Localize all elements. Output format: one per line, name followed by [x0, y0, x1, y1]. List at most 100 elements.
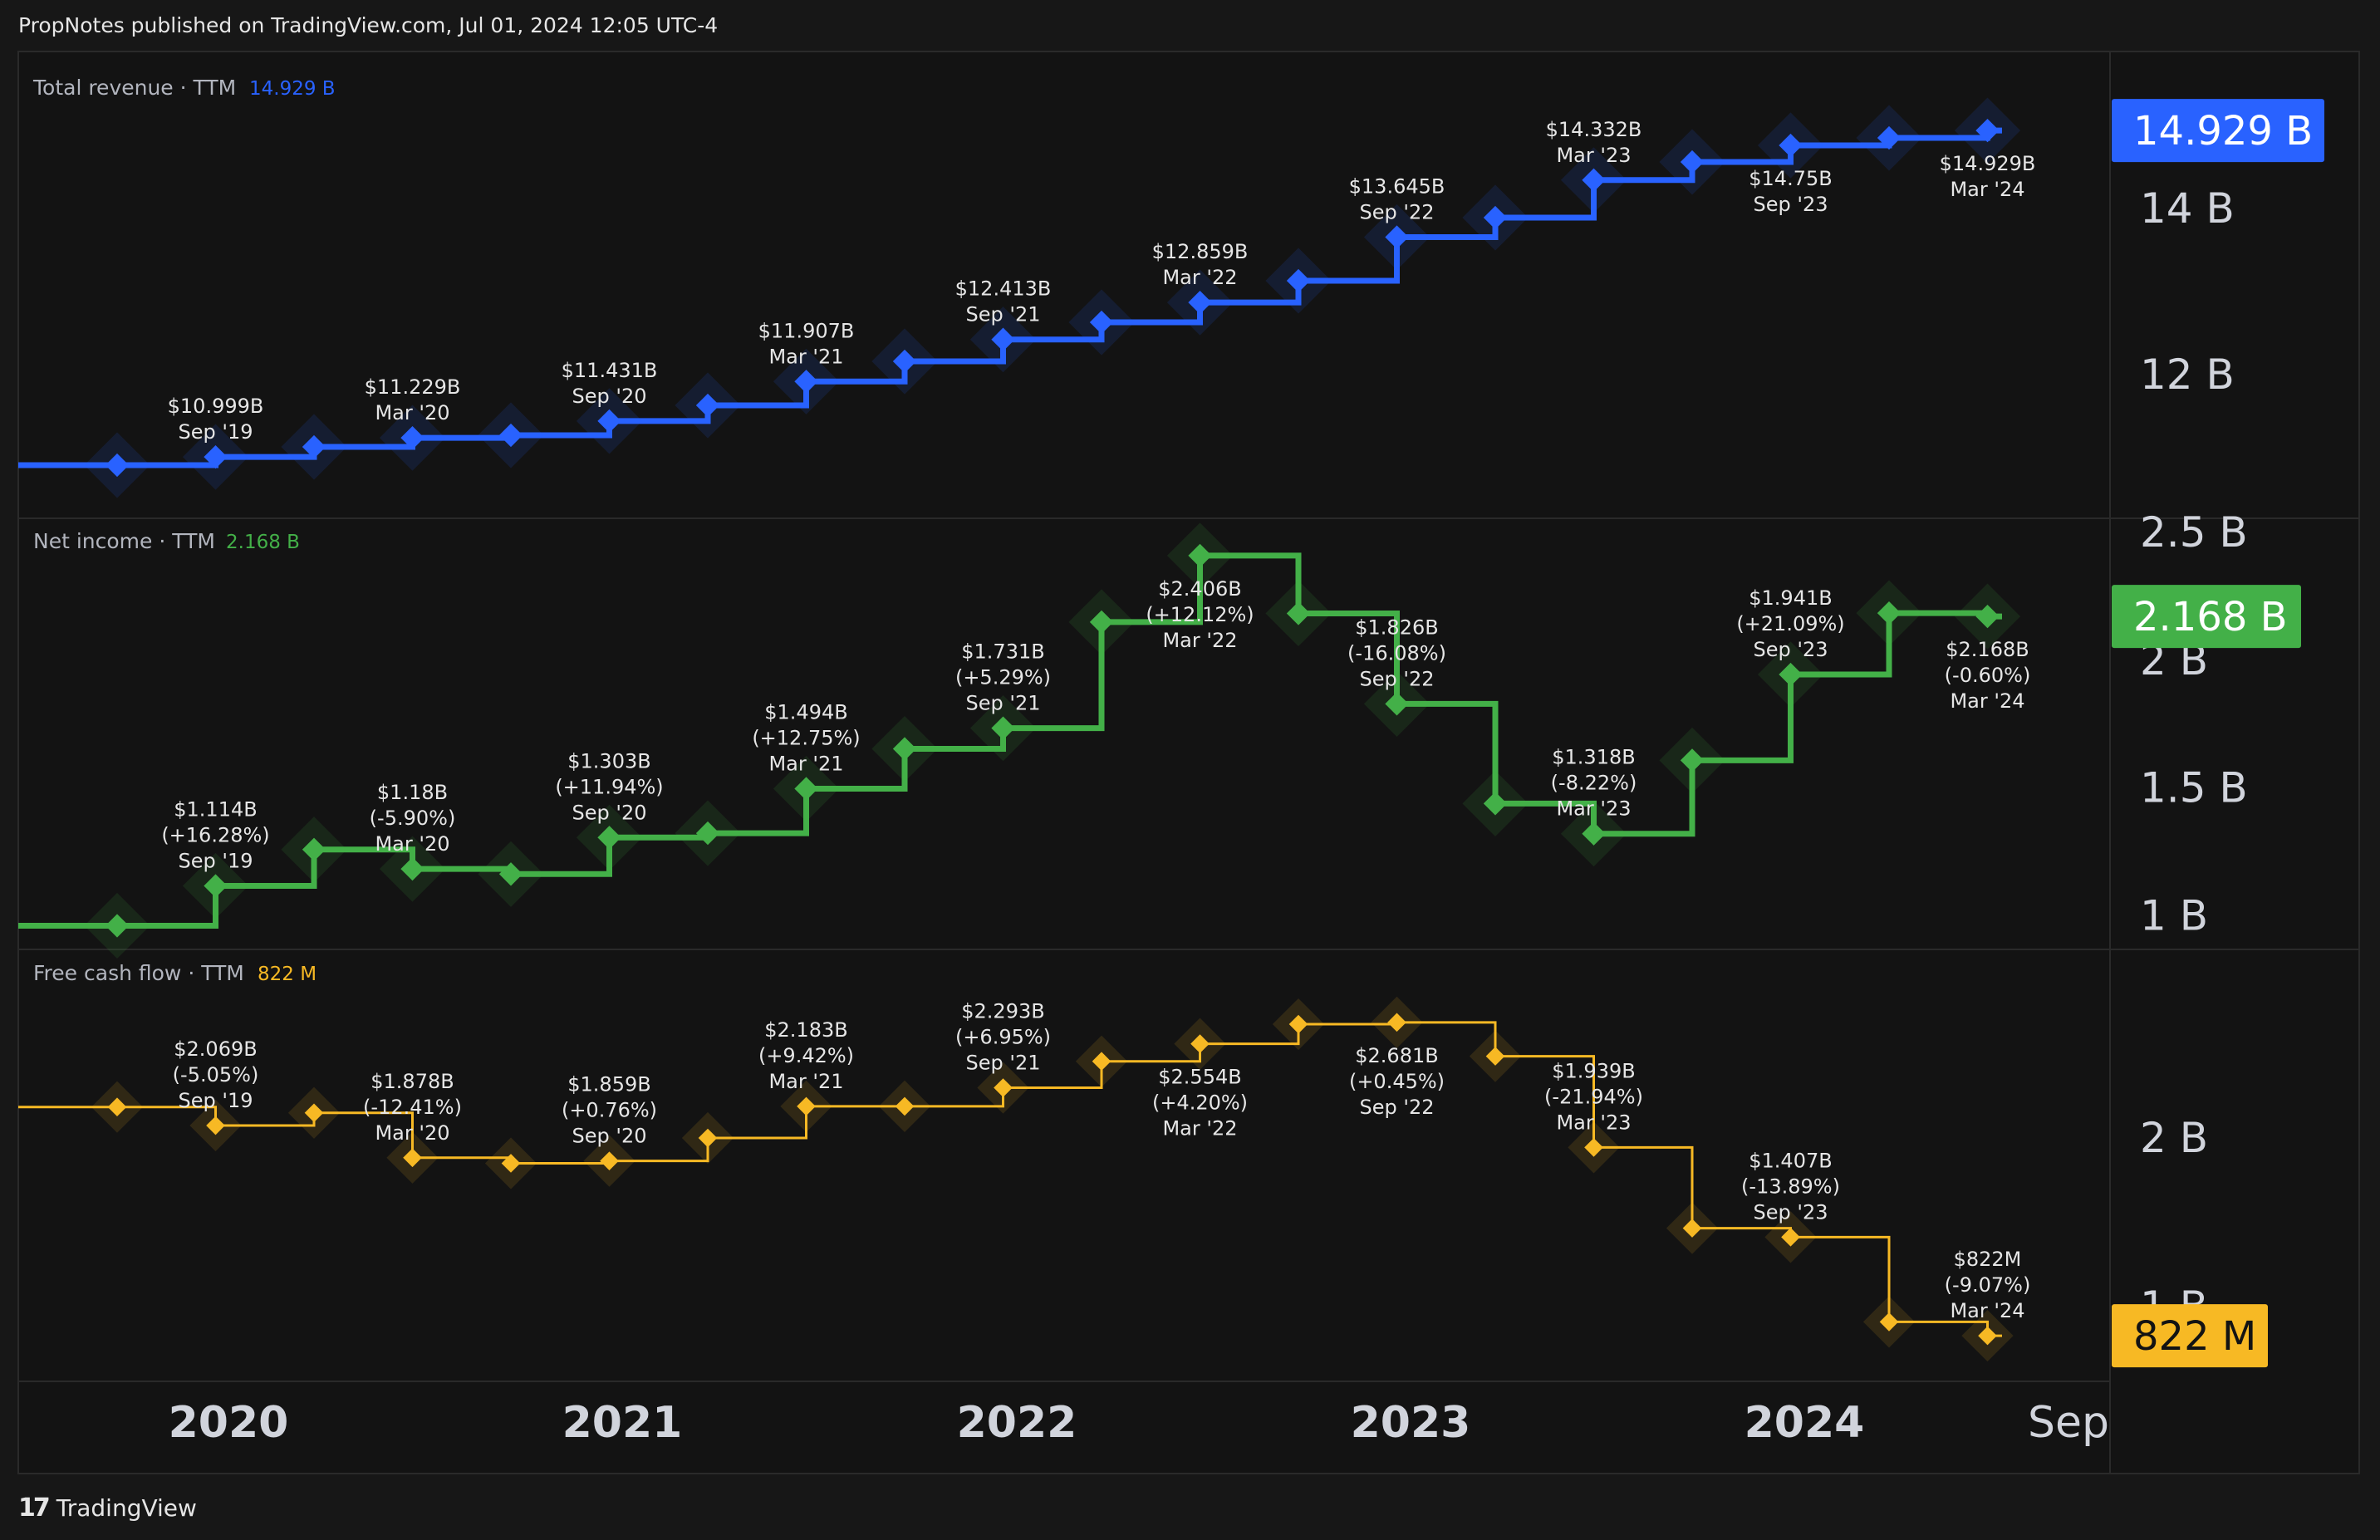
data-point	[695, 821, 720, 846]
data-label-value: $14.75B	[1749, 167, 1832, 190]
data-point	[1978, 1326, 1997, 1346]
x-tick-label: 2023	[1351, 1398, 1471, 1448]
data-label: $11.907B Mar '21	[758, 319, 855, 368]
data-label-date: Mar '20	[375, 832, 449, 856]
data-point	[1092, 1052, 1111, 1072]
data-point	[1385, 225, 1409, 249]
data-label: $2.681B (+0.45%) Sep '22	[1349, 1044, 1445, 1119]
data-point	[794, 370, 818, 394]
data-point	[797, 1096, 816, 1116]
data-label-date: Sep '20	[572, 1125, 647, 1148]
data-label-value: $14.929B	[1940, 152, 2036, 175]
data-label-value: $10.999B	[168, 395, 264, 418]
data-point	[1188, 290, 1212, 315]
data-label-date: Sep '23	[1754, 638, 1828, 661]
data-point	[1680, 150, 1705, 174]
data-label-value: $2.554B	[1158, 1066, 1241, 1089]
data-label-change: (+5.29%)	[955, 666, 1051, 689]
data-label: $12.859B Mar '22	[1152, 240, 1249, 289]
data-point	[1877, 125, 1902, 150]
data-label-date: Sep '19	[179, 1089, 253, 1112]
data-label: $11.431B Sep '20	[562, 359, 658, 408]
data-point	[1975, 605, 2000, 629]
series-line	[18, 1021, 2002, 1337]
data-label-date: Sep '20	[572, 385, 647, 408]
last-value-tag: 822 M	[2112, 1304, 2268, 1368]
data-label: $1.878B (-12.41%)Mar '20	[363, 1070, 462, 1145]
data-label-date: Mar '23	[1556, 1111, 1631, 1134]
pane-revenue: Total revenue · TTM 14.929 B 14 B 12 B $10.9…	[18, 76, 2324, 498]
data-label-date: Sep '22	[1360, 1096, 1435, 1119]
data-label-value: $1.878B	[370, 1070, 454, 1093]
data-label-date: Mar '22	[1162, 1117, 1237, 1140]
data-label-change: (-5.05%)	[173, 1063, 259, 1086]
data-point	[302, 434, 326, 459]
data-point	[892, 349, 917, 374]
data-label-date: Mar '20	[375, 1121, 449, 1145]
data-point	[600, 1151, 619, 1170]
y-tick-label: 1 B	[2140, 892, 2208, 940]
data-label-date: Mar '23	[1556, 144, 1631, 167]
x-tick-label: Sep	[2028, 1398, 2109, 1448]
data-label: $1.939B (-21.94%) Mar '23	[1544, 1059, 1643, 1134]
data-label-value: $2.069B	[174, 1037, 257, 1061]
last-value-tag-bg	[2112, 1304, 2268, 1368]
data-label-date: Mar '24	[1950, 1299, 2024, 1322]
data-label-change: (-0.60%)	[1945, 664, 2031, 687]
data-label: $1.318B (-8.22%)Mar '23	[1551, 746, 1637, 821]
data-label: $2.069B(-5.05%) Sep '19	[173, 1037, 259, 1112]
data-label-value: $2.168B	[1946, 638, 2029, 661]
data-label-date: Sep '23	[1754, 193, 1828, 216]
footer[interactable]: 17 TradingView	[18, 1491, 197, 1524]
data-point	[895, 1096, 915, 1116]
data-label-date: Mar '21	[768, 1070, 843, 1093]
last-value-tag: 2.168 B	[2112, 585, 2301, 649]
data-label-change: (+9.42%)	[758, 1044, 854, 1067]
data-point	[794, 777, 818, 801]
data-point	[1582, 168, 1606, 192]
data-point	[1387, 1013, 1406, 1032]
last-value-tag-bg	[2112, 585, 2301, 649]
data-label-change: (+11.94%)	[555, 775, 663, 798]
data-label-value: $2.293B	[961, 1000, 1044, 1023]
data-label-date: Sep '22	[1360, 667, 1435, 690]
data-label-change: (-8.22%)	[1551, 772, 1637, 795]
data-label-value: $1.114B	[174, 797, 257, 821]
data-label-value: $1.859B	[567, 1073, 650, 1096]
tradingview-logo-icon: 17	[18, 1493, 51, 1523]
last-value-tag: 14.929 B	[2112, 99, 2324, 163]
data-label-date: Mar '20	[375, 401, 449, 424]
data-label-value: $2.681B	[1355, 1044, 1438, 1067]
last-value-tag-label: 14.929 B	[2133, 108, 2313, 154]
data-label-value: $14.332B	[1546, 118, 1642, 141]
data-point	[304, 1103, 324, 1123]
data-point	[991, 327, 1015, 351]
data-label-date: Sep '21	[966, 1052, 1041, 1075]
data-label-date: Mar '22	[1162, 266, 1237, 289]
pane-net_income: Net income · TTM 2.168 B 2.5 B2 B1.5 B1 B$…	[18, 508, 2301, 959]
data-point	[695, 393, 720, 418]
data-label: $1.303B (+11.94%) Sep '20	[555, 749, 663, 824]
data-label-date: Mar '22	[1162, 629, 1237, 652]
data-label-date: Mar '21	[768, 345, 843, 368]
x-tick-label: 2020	[169, 1398, 289, 1448]
data-point	[1483, 205, 1508, 230]
data-label-value: $1.303B	[567, 749, 650, 772]
data-point	[1781, 1228, 1800, 1247]
data-label-value: $1.318B	[1552, 746, 1635, 769]
data-point	[1188, 543, 1212, 568]
data-label-change: (-12.41%)	[363, 1096, 462, 1119]
legend-value: 822 M	[258, 964, 317, 985]
data-label-value: $1.939B	[1552, 1059, 1635, 1082]
data-point	[1975, 118, 2000, 143]
data-label: $1.731B(+5.29%) Sep '21	[955, 640, 1051, 715]
data-point	[892, 737, 917, 761]
footer-brand: TradingView	[56, 1493, 197, 1522]
y-tick-label: 12 B	[2140, 351, 2235, 399]
chart-frame	[17, 51, 2360, 1474]
data-label-change: (-21.94%)	[1544, 1085, 1643, 1108]
data-point	[498, 862, 523, 886]
